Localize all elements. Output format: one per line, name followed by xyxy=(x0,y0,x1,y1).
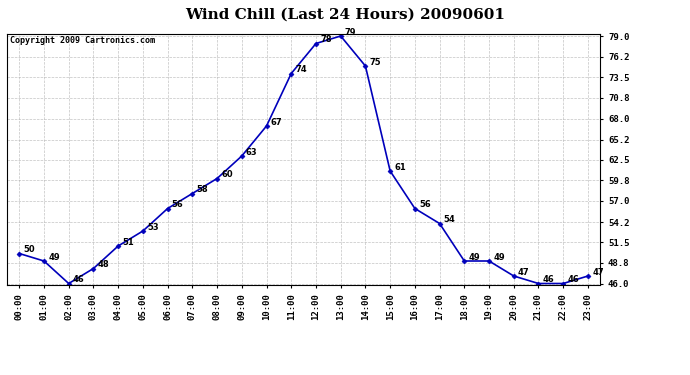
Text: 75: 75 xyxy=(370,58,381,67)
Text: 58: 58 xyxy=(197,185,208,194)
Text: 47: 47 xyxy=(592,268,604,277)
Text: Copyright 2009 Cartronics.com: Copyright 2009 Cartronics.com xyxy=(10,36,155,45)
Text: 67: 67 xyxy=(270,118,282,127)
Text: 51: 51 xyxy=(122,238,134,247)
Text: 47: 47 xyxy=(518,268,529,277)
Text: 74: 74 xyxy=(295,65,307,74)
Text: 54: 54 xyxy=(444,215,455,224)
Text: 78: 78 xyxy=(320,35,332,44)
Text: 46: 46 xyxy=(567,275,579,284)
Text: 60: 60 xyxy=(221,170,233,179)
Text: 56: 56 xyxy=(172,200,184,209)
Text: Wind Chill (Last 24 Hours) 20090601: Wind Chill (Last 24 Hours) 20090601 xyxy=(185,8,505,21)
Text: 63: 63 xyxy=(246,148,257,157)
Text: 61: 61 xyxy=(394,163,406,172)
Text: 49: 49 xyxy=(48,253,60,262)
Text: 53: 53 xyxy=(147,223,159,232)
Text: 50: 50 xyxy=(23,245,35,254)
Text: 48: 48 xyxy=(97,260,109,269)
Text: 79: 79 xyxy=(345,28,356,37)
Text: 46: 46 xyxy=(542,275,554,284)
Text: 49: 49 xyxy=(469,253,480,262)
Text: 46: 46 xyxy=(73,275,85,284)
Text: 49: 49 xyxy=(493,253,505,262)
Text: 56: 56 xyxy=(419,200,431,209)
